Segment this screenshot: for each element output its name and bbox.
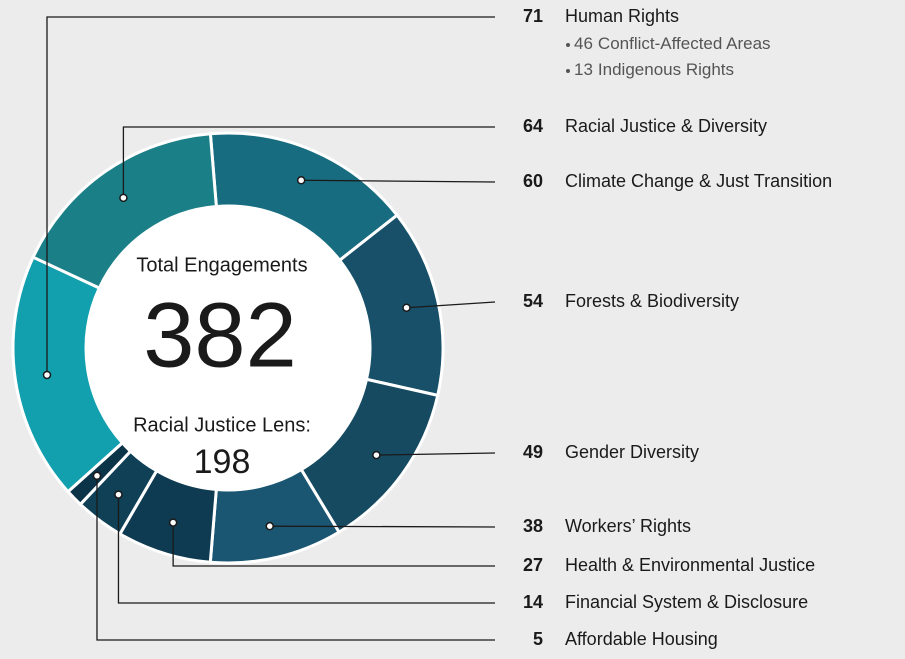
legend-label: Gender Diversity: [565, 442, 699, 462]
leader-line: [122, 126, 495, 198]
legend-label: Health & Environmental Justice: [565, 555, 815, 575]
legend-value: 14: [523, 592, 543, 612]
leader-line: [269, 525, 496, 528]
leader-dot: [42, 370, 52, 380]
sub-item-value: 13: [574, 60, 593, 79]
bullet: [566, 69, 570, 73]
leader-line: [172, 522, 495, 567]
sub-item-label: Conflict-Affected Areas: [598, 34, 771, 53]
legend-value: 38: [523, 516, 543, 536]
legend-label: Human Rights: [565, 6, 679, 26]
leader-dot: [92, 471, 102, 481]
leader-line: [376, 452, 496, 456]
leader-line: [301, 179, 496, 183]
lens-value: 198: [194, 443, 251, 481]
legend-value: 5: [533, 629, 543, 649]
legend-label: Racial Justice & Diversity: [565, 116, 767, 136]
leader-line: [117, 494, 495, 604]
sub-item-label: Indigenous Rights: [598, 60, 734, 79]
legend-value: 27: [523, 555, 543, 575]
legend-value: 54: [523, 291, 543, 311]
bullet: [566, 43, 570, 47]
leader-dot: [296, 176, 306, 185]
legend-label: Affordable Housing: [565, 629, 718, 649]
donut-hole: [86, 206, 370, 490]
lens-label: Racial Justice Lens:: [133, 414, 311, 436]
sub-item-value: 46: [574, 34, 593, 53]
legend-label: Forests & Biodiversity: [565, 291, 739, 311]
leader-dot: [114, 490, 123, 499]
center-title: Total Engagements: [136, 254, 307, 276]
leader-dot: [119, 193, 128, 203]
sub-item: 46 Conflict-Affected Areas: [574, 34, 771, 53]
leader-line: [406, 301, 496, 309]
legend-value: 60: [523, 171, 543, 191]
leader-dot: [372, 450, 381, 460]
leader-line: [46, 16, 495, 375]
leader-line: [96, 475, 495, 641]
leader-dot: [402, 303, 411, 312]
leader-dot: [265, 521, 274, 531]
legend-label: Climate Change & Just Transition: [565, 171, 832, 191]
legend-label: Workers’ Rights: [565, 516, 691, 536]
legend-label: Financial System & Disclosure: [565, 592, 808, 612]
legend-value: 64: [523, 116, 543, 136]
legend-value: 49: [523, 442, 543, 462]
legend-value: 71: [523, 6, 543, 26]
leader-dot: [168, 518, 178, 527]
sub-item: 13 Indigenous Rights: [574, 60, 734, 79]
center-total: 382: [143, 284, 297, 386]
